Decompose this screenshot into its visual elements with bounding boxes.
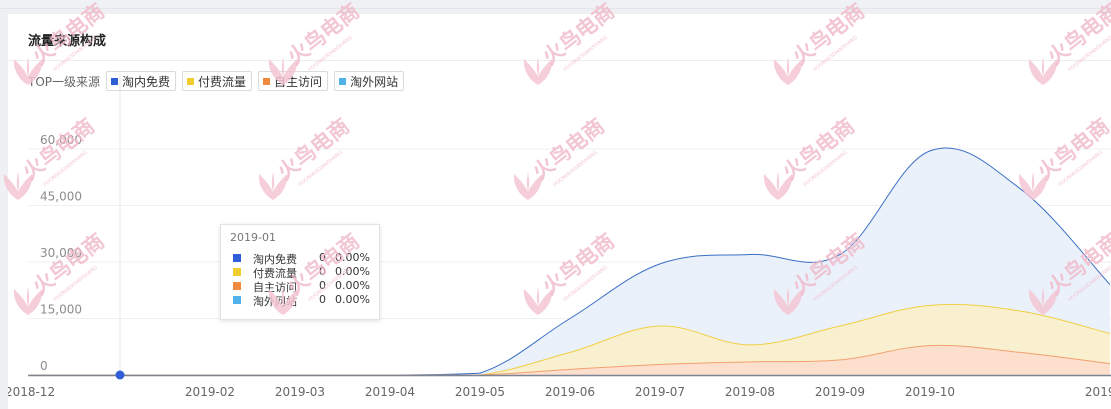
x-tick-label: 2019-07 [635,385,685,399]
x-tick-label: 2019-03 [275,385,325,399]
legend-swatch [111,77,119,85]
tooltip-value: 0 [319,265,326,278]
series-area-0 [30,147,1110,375]
tooltip-value: 0 [319,293,326,306]
x-tick-label: 2018-12 [8,385,55,399]
tooltip-swatch [233,282,241,290]
traffic-area-chart: 0 15,000 30,000 45,000 60,000 2018-12 2019-02 2… [8,74,1111,399]
x-tick-label: 2019-05 [455,385,505,399]
legend-swatch [187,77,195,85]
tooltip-value: 0 [319,251,326,264]
x-tick-label: 2019-02 [185,385,235,399]
tooltip-swatch [233,254,241,262]
tooltip-pct: 0.00% [335,279,370,292]
tooltip-name: 淘内免费 [253,253,297,266]
top-bar [0,0,1111,9]
x-tick-label: 2019-10 [905,385,955,399]
tooltip-value: 0 [319,279,326,292]
legend-label: 付费流量 [198,74,247,89]
tooltip-title: 2019-01 [230,231,276,244]
x-tick-label: 2019-12 [1085,385,1111,399]
legend-item-paid[interactable]: 付费流量 [182,71,253,91]
tooltip-swatch [233,268,241,276]
series-area-2 [30,345,1110,375]
legend-label: 淘外网站 [350,74,399,89]
y-tick-label: 60,000 [40,133,82,147]
series-area-1 [30,304,1110,375]
chart-tooltip: 2019-01 淘内免费 0 0.00% 付费流量 0 0.00% 自主访问 0… [220,224,380,320]
y-tick-label: 30,000 [40,246,82,260]
tooltip-swatch [233,296,241,304]
y-tick-label: 45,000 [40,190,82,204]
legend-label: 淘内免费 [122,74,171,89]
tooltip-row: 淘内免费 0 0.00% [231,251,377,266]
tooltip-row: 付费流量 0 0.00% [231,265,377,280]
x-tick-label: 2019-04 [365,385,415,399]
card-header: 流量来源构成 [8,14,1111,61]
legend-item-taonei-free[interactable]: 淘内免费 [106,71,177,91]
tooltip-row: 自主访问 0 0.00% [231,279,377,294]
x-tick-label: 2019-09 [815,385,865,399]
tooltip-name: 付费流量 [253,267,297,280]
legend-swatch [339,77,347,85]
x-tick-label: 2019-08 [725,385,775,399]
x-tick-label: 2019-06 [545,385,595,399]
y-tick-label: 15,000 [40,303,82,317]
hover-point [115,370,125,380]
tooltip-pct: 0.00% [335,293,370,306]
legend-swatch [263,77,271,85]
legend-prefix: TOP一级来源 [28,74,101,89]
traffic-source-card: 流量来源构成 TOP一级来源 淘内免费 付费流量 自主访问 淘外网站 0 15,0… [8,14,1111,409]
legend-item-external[interactable]: 淘外网站 [334,71,405,91]
y-tick-label: 0 [40,359,48,373]
card-title: 流量来源构成 [28,34,107,49]
tooltip-name: 淘外网站 [253,295,297,308]
tooltip-pct: 0.00% [335,251,370,264]
tooltip-row: 淘外网站 0 0.00% [231,293,377,308]
tooltip-pct: 0.00% [335,265,370,278]
